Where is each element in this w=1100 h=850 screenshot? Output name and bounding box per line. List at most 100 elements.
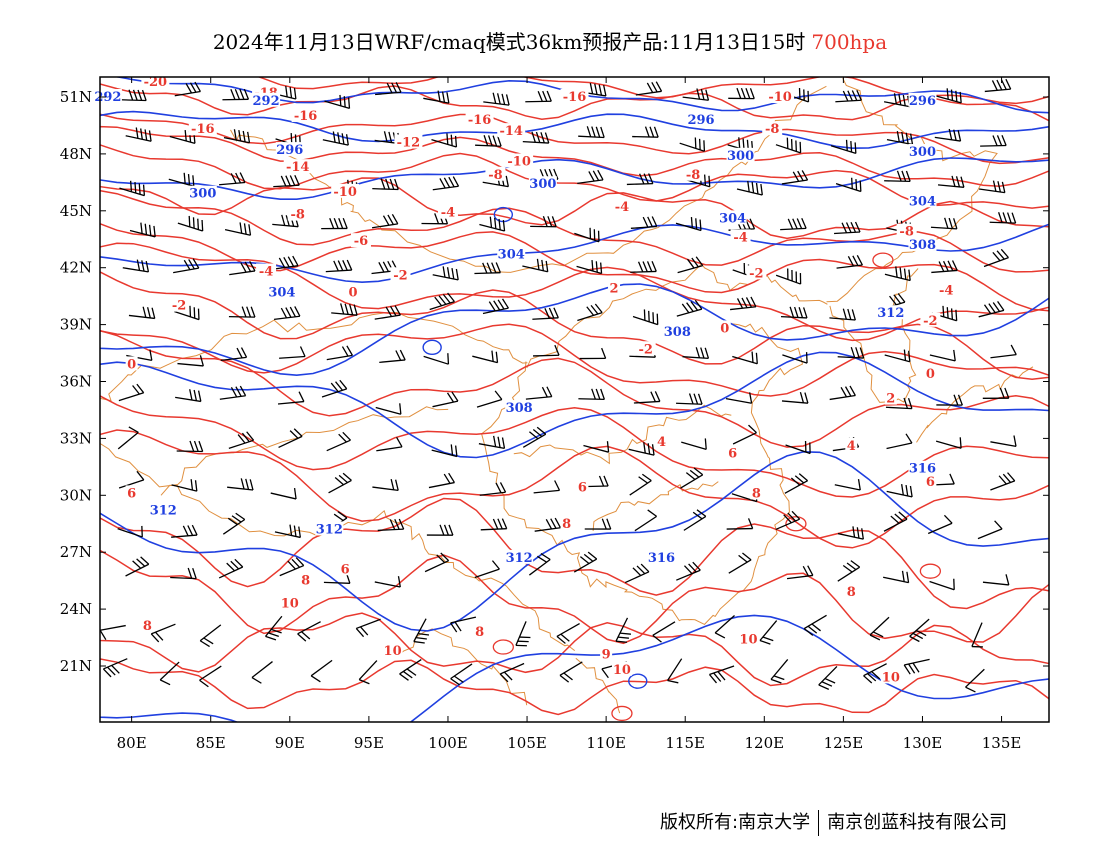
barb-shaft — [583, 444, 609, 453]
barb-feather — [499, 673, 509, 683]
barb-feather — [132, 385, 140, 395]
barb-feather — [601, 668, 609, 679]
barb-feather — [592, 170, 600, 181]
barb-feather — [487, 135, 493, 147]
barb-shaft — [331, 312, 358, 316]
barb-feather — [700, 347, 705, 359]
barb-feather — [1005, 574, 1010, 586]
barb-feather — [542, 90, 548, 102]
barb-feather — [358, 679, 370, 685]
barb-shaft — [325, 269, 352, 273]
barb-shaft — [775, 144, 801, 154]
wind-barb — [615, 617, 631, 643]
contour-label-bg — [169, 297, 190, 312]
temperature-closed-contour — [919, 563, 942, 579]
barb-feather — [855, 179, 858, 191]
barb-feather — [245, 478, 250, 490]
barb-feather — [943, 514, 953, 524]
barb-feather — [230, 89, 236, 100]
barb-feather — [497, 518, 503, 530]
latitude-labels: 51N 48N 45N 42N 39N 36N 33N 30N 27N 24N 21N — [60, 88, 92, 675]
barb-feather — [293, 428, 303, 437]
barb-feather — [545, 518, 553, 530]
barb-shaft — [836, 264, 863, 269]
barb-feather — [551, 216, 557, 227]
barb-feather — [842, 308, 847, 320]
contour-label-bg — [149, 502, 178, 517]
wind-barb — [118, 470, 145, 489]
barb-shaft — [358, 660, 378, 681]
barb-feather — [270, 628, 282, 634]
wind-barb — [573, 551, 598, 573]
barb-feather — [398, 518, 405, 530]
barb-feather — [959, 91, 962, 103]
barb-feather — [386, 82, 393, 94]
barb-feather — [183, 259, 191, 271]
lat-tick-label: 42N — [60, 259, 92, 277]
barb-feather — [587, 551, 598, 560]
barb-feather — [235, 386, 242, 397]
barb-shaft — [103, 658, 128, 670]
barb-feather — [136, 470, 145, 481]
temperature-label: 10 — [739, 632, 757, 647]
wind-barb — [935, 437, 962, 449]
lon-tick-label: 110E — [586, 734, 626, 752]
barb-feather — [541, 259, 544, 271]
barb-shaft — [675, 222, 702, 232]
barb-feather — [907, 397, 913, 409]
barb-feather — [639, 173, 645, 185]
barb-shaft — [424, 560, 449, 573]
barb-feather — [201, 219, 204, 232]
wind-barb — [224, 222, 252, 236]
barb-shaft — [556, 623, 580, 637]
barb-shaft — [884, 273, 911, 282]
barb-feather — [992, 302, 1001, 312]
barb-feather — [703, 174, 707, 186]
wind-barb — [534, 517, 562, 532]
wind-barb — [626, 173, 654, 186]
contour-label-bg — [880, 669, 901, 684]
wind-barb — [667, 658, 683, 684]
temperature-label: -6 — [354, 234, 368, 249]
wind-barb — [475, 135, 502, 147]
barb-shaft — [326, 439, 351, 452]
wind-barb — [278, 428, 303, 449]
wind-barb — [525, 386, 553, 400]
barb-feather — [905, 484, 909, 497]
contour-label-bg — [299, 572, 312, 587]
border-line — [575, 657, 621, 714]
barb-feather — [192, 175, 195, 187]
barb-feather — [586, 306, 595, 316]
wind-barb — [725, 392, 753, 404]
temperature-isotherm — [100, 125, 1049, 187]
barb-shaft — [829, 317, 856, 321]
barb-feather — [646, 261, 653, 272]
barb-feather — [691, 257, 699, 268]
barb-feather — [148, 224, 152, 236]
barb-feather — [693, 467, 704, 476]
temperature-label: -4 — [733, 230, 747, 245]
barb-shaft — [759, 620, 778, 641]
barb-feather — [951, 260, 958, 271]
barb-feather — [394, 518, 400, 530]
barb-feather — [394, 178, 399, 190]
barb-feather — [852, 255, 859, 266]
map-title-text: 2024年11月13日WRF/cmaq模式36km预报产品:11月13日15时 — [212, 30, 806, 54]
barb-feather — [586, 126, 592, 138]
barb-feather — [140, 128, 143, 140]
wind-barb — [474, 262, 502, 275]
barb-feather — [762, 636, 774, 642]
barb-feather — [842, 564, 853, 573]
barb-feather — [988, 303, 996, 314]
border-line — [160, 406, 449, 496]
temperature-isotherm — [100, 429, 1049, 549]
barb-feather — [689, 469, 700, 478]
barb-feather — [249, 479, 254, 491]
wind-barb — [884, 266, 911, 282]
barb-shaft — [837, 566, 861, 582]
barb-feather — [107, 666, 116, 676]
geopotential-isoline — [100, 283, 1049, 377]
barb-feather — [694, 137, 697, 149]
contour-labels: -20-18-16-16-16-16-14-14-12-10-10-8-8-8-… — [93, 73, 957, 685]
barb-feather — [130, 180, 133, 192]
